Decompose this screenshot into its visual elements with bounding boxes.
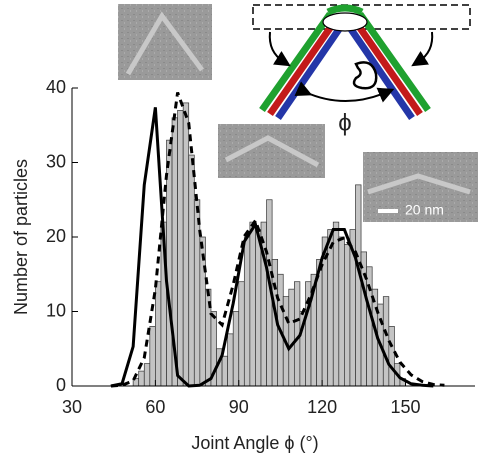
y-tick-label: 10 bbox=[46, 300, 66, 320]
em-image bbox=[218, 124, 325, 178]
fit-curve bbox=[110, 107, 434, 388]
bar bbox=[177, 109, 184, 387]
x-tick-label: 120 bbox=[307, 397, 337, 417]
schematic: ϕ bbox=[252, 4, 471, 136]
fit-curve bbox=[110, 91, 445, 388]
bar bbox=[238, 281, 245, 387]
bar bbox=[149, 326, 156, 387]
bar bbox=[388, 326, 395, 387]
bar bbox=[332, 221, 340, 387]
angle-label: ϕ bbox=[338, 109, 351, 136]
y-tick-label: 0 bbox=[56, 375, 66, 395]
bar bbox=[243, 236, 251, 387]
bar bbox=[182, 102, 190, 387]
x-tick-label: 150 bbox=[390, 397, 420, 417]
bar bbox=[227, 333, 234, 387]
y-axis-label: Number of particles bbox=[11, 159, 31, 315]
bar bbox=[232, 311, 240, 387]
bar bbox=[288, 288, 295, 387]
em-image: 20 nm bbox=[363, 152, 478, 222]
bar bbox=[221, 355, 228, 387]
bar bbox=[338, 236, 345, 387]
em-image bbox=[118, 4, 212, 80]
y-tick-label: 30 bbox=[46, 151, 66, 171]
plot: 0 10 20 30 40 30 60 90 120 150 bbox=[46, 77, 475, 417]
x-axis-label: Joint Angle ϕ (°) bbox=[191, 433, 318, 453]
bar bbox=[360, 251, 367, 387]
bar bbox=[327, 229, 334, 387]
x-tick-label: 30 bbox=[62, 397, 82, 417]
bar bbox=[255, 229, 262, 387]
bar bbox=[193, 199, 201, 387]
bar bbox=[188, 154, 195, 387]
y-tick-label: 20 bbox=[46, 226, 66, 246]
bar bbox=[155, 281, 162, 387]
y-tick-label: 40 bbox=[46, 77, 66, 97]
scale-bar-label: 20 nm bbox=[405, 202, 444, 218]
bar bbox=[143, 363, 151, 387]
bar bbox=[249, 221, 256, 387]
bar bbox=[355, 184, 362, 387]
x-tick-label: 90 bbox=[229, 397, 249, 417]
bar bbox=[344, 244, 351, 387]
x-tick-label: 60 bbox=[145, 397, 165, 417]
bar bbox=[138, 370, 145, 387]
